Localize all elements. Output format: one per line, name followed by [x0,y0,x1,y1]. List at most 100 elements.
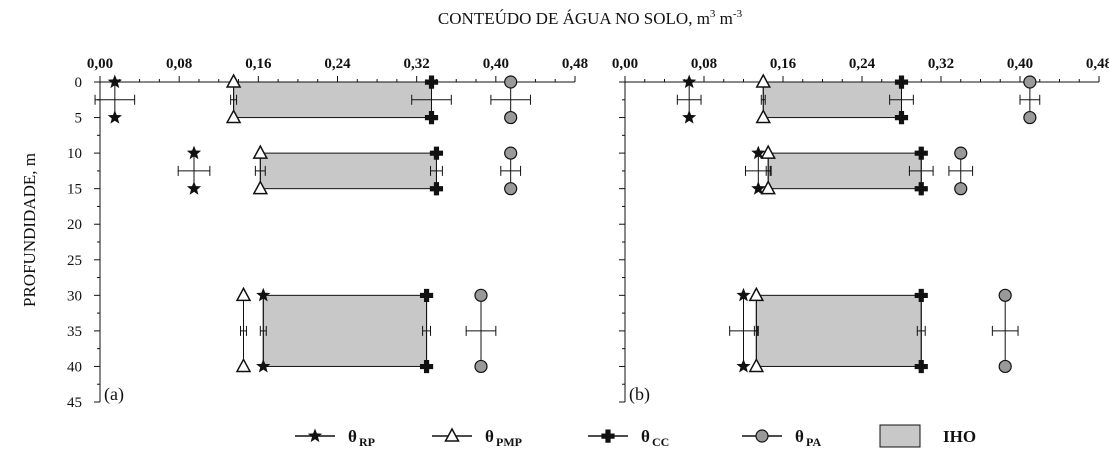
cc-point [914,359,928,374]
cc-point [429,146,444,160]
cc-point [424,75,439,89]
x-tick-label: 0,32 [928,56,954,72]
x-tick-label: 0,16 [770,56,797,72]
cc-point [419,359,434,374]
pa-point [504,75,518,89]
pmp-point [755,108,772,124]
panel-label: (a) [104,384,124,405]
legend-item-rp: θ RP [295,427,375,449]
y-tick-label: 0 [75,75,83,91]
pa-point [998,359,1012,374]
legend-star-icon [307,428,323,443]
rp-point [186,181,202,195]
y-tick-label: 30 [67,288,82,304]
y-tick-label: 5 [75,111,83,127]
legend-circle-icon [755,429,769,443]
pmp-point [755,73,772,88]
y-tick-label: 20 [67,217,82,233]
rp-point [256,287,271,302]
legend-label: θ [485,427,494,446]
x-tick-label: 0,16 [245,56,272,72]
pmp-point [252,180,269,195]
iho-bar [755,294,922,367]
rp-point [751,181,766,195]
iho-bar [762,81,902,119]
iho-bar [262,294,428,367]
y-axis-title: PROFUNDIDADE, m [20,153,39,307]
cc-point [429,182,444,196]
legend-label: θ [641,427,650,446]
panels: 0,00 0,08 0,16 0,24 0,32 0,40 0,48 0 5 10 15 20 25 30… [67,56,1109,411]
x-tick-label: 0,24 [849,56,876,72]
x-tick-label: 0,08 [691,56,717,72]
legend-subscript: CC [652,435,669,449]
rp-point [751,145,766,160]
legend-item-iho: IHO [879,424,976,448]
x-tick-label: 0,40 [483,56,509,72]
pa-point [954,146,968,160]
pa-point [504,182,518,196]
layer-1 [744,144,974,196]
layer-0 [676,73,1041,125]
panel-label: (b) [629,384,650,405]
legend-label: θ [348,427,357,446]
pmp-point [235,357,252,373]
pa-point [1023,75,1037,89]
pa-point [504,146,518,160]
legend-item-pmp: θ PMP [432,427,522,449]
pa-point [474,359,488,374]
rp-point [682,110,697,124]
cc-point [914,146,928,160]
legend-triangle-icon [444,427,460,442]
rp-point [107,110,122,124]
y-tick-label: 35 [67,324,82,340]
y-tick-label: 45 [67,395,82,411]
cc-point [914,288,928,303]
pmp-point [225,73,242,88]
rp-point [107,74,122,89]
legend-cross-icon [601,429,615,443]
x-tick-label: 0,24 [324,56,351,72]
x-tick-label: 0,48 [1086,56,1109,72]
pa-point [1023,110,1037,125]
legend-subscript: RP [359,435,375,449]
legend-subscript: PA [806,435,821,449]
layer-2 [235,286,497,374]
panel-a: 0,00 0,08 0,16 0,24 0,32 0,40 0,48 0 5 10 15 20 25 30… [67,56,588,411]
cc-point [894,75,909,89]
pmp-point [235,286,252,302]
x-tick-label: 0,40 [1007,56,1033,72]
legend-iho-swatch [879,424,921,448]
pmp-point [760,180,776,195]
pmp-point [748,286,765,302]
rp-point [736,287,751,302]
rp-point [682,74,697,89]
x-tick-label: 0,08 [166,56,192,72]
x-axis-title: CONTEÚDO DE ÁGUA NO SOLO, m3 m-3 [438,8,743,28]
legend: θ RP θ PMP θ CC θ PA IHO [295,424,976,449]
rp-point [736,358,751,373]
legend-subscript: PMP [496,435,522,449]
pa-point [998,288,1012,302]
cc-point [914,182,928,196]
x-tick-label: 0,32 [404,56,430,72]
y-tick-label: 40 [67,359,82,375]
cc-point [424,111,439,125]
legend-item-pa: θ PA [742,427,821,449]
pmp-point [760,144,776,159]
x-tick-label: 0,48 [562,56,588,72]
x-tick-label: 0,00 [612,56,638,72]
pa-point [474,288,488,302]
layer-1 [177,144,522,196]
y-tick-label: 25 [67,253,82,269]
pa-point [504,110,518,125]
y-tick-label: 10 [67,146,82,162]
pmp-point [252,144,269,159]
iho-bar [767,152,922,190]
legend-label: IHO [943,427,976,446]
legend-label: θ [795,427,804,446]
rp-point [256,358,271,373]
iho-bar [259,152,437,190]
y-tick-label: 15 [67,182,82,198]
layer-2 [729,286,1019,374]
